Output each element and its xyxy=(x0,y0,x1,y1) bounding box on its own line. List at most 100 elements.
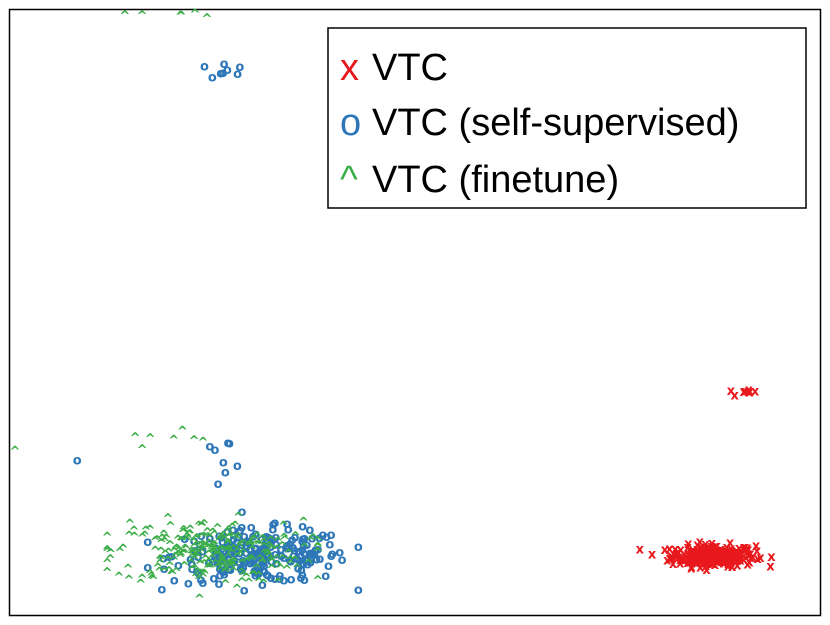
point-x-183: x xyxy=(714,544,723,559)
point-x-77: x xyxy=(707,542,716,557)
point-o-64: o xyxy=(192,565,201,580)
point-x-189: x xyxy=(687,561,696,576)
point-^-128: ^ xyxy=(226,558,237,573)
point-x-68: x xyxy=(746,547,755,562)
point-^-88: ^ xyxy=(190,534,201,549)
point-^-7: ^ xyxy=(312,574,323,589)
point-o-62: o xyxy=(242,540,251,555)
point-x-102: x xyxy=(736,553,745,568)
point-x-137: x xyxy=(736,546,745,561)
point-^-110: ^ xyxy=(200,541,211,556)
point-x-91: x xyxy=(707,544,716,559)
point-^-38: ^ xyxy=(169,546,180,561)
point-o-56: o xyxy=(233,535,242,550)
point-x-74: x xyxy=(726,556,735,571)
point-^-91: ^ xyxy=(188,548,199,563)
point-o-66: o xyxy=(298,535,307,550)
point-x-152: x xyxy=(688,544,697,559)
point-x-155: x xyxy=(706,556,715,571)
point-^-261: ^ xyxy=(181,535,192,550)
point-x-78: x xyxy=(697,541,706,556)
point-x-89: x xyxy=(707,540,716,555)
point-o-13: o xyxy=(252,547,261,562)
point-o-103: o xyxy=(204,556,213,571)
point-^-78: ^ xyxy=(232,551,243,566)
point-x-35: x xyxy=(687,553,696,568)
point-^-54: ^ xyxy=(187,564,198,579)
point-o-2: o xyxy=(255,565,264,580)
point-x-117: x xyxy=(725,550,734,565)
point-o-246: o xyxy=(220,57,229,72)
point-x-164: x xyxy=(718,549,727,564)
point-^-264: ^ xyxy=(118,543,129,558)
point-o-45: o xyxy=(298,556,307,571)
point-o-167: o xyxy=(225,562,234,577)
point-x-93: x xyxy=(731,552,740,567)
point-o-155: o xyxy=(267,571,276,586)
point-^-102: ^ xyxy=(241,556,252,571)
point-^-143: ^ xyxy=(150,545,161,560)
point-o-240: o xyxy=(200,59,209,74)
point-x-227: x xyxy=(705,544,714,559)
point-o-78: o xyxy=(195,538,204,553)
point-x-262: x xyxy=(731,388,740,403)
point-x-125: x xyxy=(730,553,739,568)
point-o-39: o xyxy=(259,555,268,570)
point-x-21: x xyxy=(702,559,711,574)
point-^-74: ^ xyxy=(105,553,116,568)
point-x-160: x xyxy=(672,547,681,562)
point-^-158: ^ xyxy=(178,548,189,563)
point-o-57: o xyxy=(266,540,275,555)
point-x-203: x xyxy=(704,550,713,565)
point-^-293: ^ xyxy=(9,445,20,460)
point-x-193: x xyxy=(721,543,730,558)
point-x-168: x xyxy=(705,552,714,567)
point-o-223: o xyxy=(241,539,250,554)
point-^-257: ^ xyxy=(223,524,234,539)
point-o-247: o xyxy=(208,71,217,86)
point-x-54: x xyxy=(714,554,723,569)
point-o-53: o xyxy=(282,538,291,553)
point-^-148: ^ xyxy=(191,547,202,562)
point-o-118: o xyxy=(301,553,310,568)
point-^-120: ^ xyxy=(172,543,183,558)
point-o-241: o xyxy=(235,60,244,75)
point-^-14: ^ xyxy=(312,535,323,550)
point-^-219: ^ xyxy=(196,532,207,547)
point-^-82: ^ xyxy=(193,548,204,563)
point-x-113: x xyxy=(749,550,758,565)
point-x-223: x xyxy=(767,550,776,565)
point-o-213: o xyxy=(243,535,252,550)
point-^-104: ^ xyxy=(228,561,239,576)
point-x-3: x xyxy=(714,548,723,563)
point-x-82: x xyxy=(700,554,709,569)
point-^-45: ^ xyxy=(216,557,227,572)
point-^-292: ^ xyxy=(177,425,188,440)
point-^-250: ^ xyxy=(246,544,257,559)
point-x-33: x xyxy=(722,547,731,562)
point-o-52: o xyxy=(283,541,292,556)
point-o-102: o xyxy=(257,532,266,547)
point-^-52: ^ xyxy=(228,566,239,581)
point-o-68: o xyxy=(302,538,311,553)
point-x-206: x xyxy=(705,549,714,564)
point-x-207: x xyxy=(677,553,686,568)
point-x-50: x xyxy=(696,555,705,570)
point-^-268: ^ xyxy=(165,539,176,554)
point-x-208: x xyxy=(689,548,698,563)
point-x-39: x xyxy=(740,553,749,568)
point-x-182: x xyxy=(704,556,713,571)
point-^-77: ^ xyxy=(279,534,290,549)
point-o-108: o xyxy=(250,551,259,566)
point-x-29: x xyxy=(717,545,726,560)
point-o-63: o xyxy=(239,560,248,575)
point-^-193: ^ xyxy=(150,535,161,550)
point-o-121: o xyxy=(256,543,265,558)
point-o-106: o xyxy=(224,545,233,560)
point-x-25: x xyxy=(701,538,710,553)
point-o-130: o xyxy=(285,554,294,569)
point-^-31: ^ xyxy=(281,564,292,579)
point-x-44: x xyxy=(709,543,718,558)
point-x-161: x xyxy=(719,556,728,571)
